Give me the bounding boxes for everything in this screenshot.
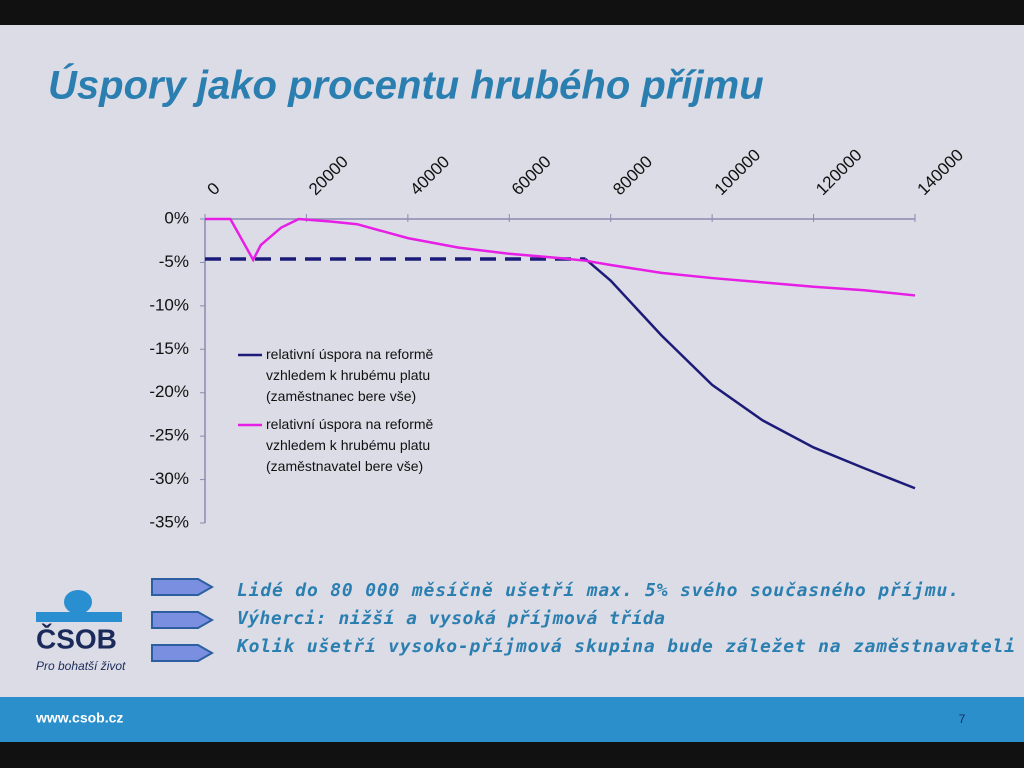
- page-number: 7: [959, 712, 966, 726]
- y-tick-label: -25%: [149, 426, 189, 445]
- slide-title: Úspory jako procentu hrubého příjmu: [48, 62, 764, 108]
- legend-entry: relativní úspora na reformě vzhledem k h…: [266, 416, 434, 474]
- legend-entry: relativní úspora na reformě vzhledem k h…: [266, 346, 434, 404]
- bullet-arrow: [151, 611, 215, 629]
- y-tick-label: -30%: [149, 469, 189, 488]
- y-tick-label: 0%: [164, 208, 189, 227]
- top-band: [0, 0, 1024, 25]
- y-tick-label: -35%: [149, 512, 189, 531]
- y-tick-label: -20%: [149, 382, 189, 401]
- logo-tagline: Pro bohatší život: [36, 659, 126, 673]
- bullet-text: Kolik ušetří vysoko-příjmová skupina bud…: [236, 636, 1015, 657]
- legend-label: relativní úspora na reformě vzhledem k h…: [266, 346, 434, 404]
- y-tick-label: -10%: [149, 295, 189, 314]
- series-line: [584, 258, 916, 490]
- logo-wave: [36, 612, 122, 622]
- logo-name: ČSOB: [36, 622, 117, 654]
- plot-area: [205, 219, 915, 523]
- y-tick-label: -5%: [159, 252, 189, 271]
- bottom-band: [0, 742, 1024, 768]
- bullet-arrow: [151, 644, 215, 662]
- y-tick-label: -15%: [149, 339, 189, 358]
- footer-url: www.csob.cz: [35, 710, 123, 726]
- series-line: [205, 217, 916, 297]
- bullets: Lidé do 80 000 měsíčně ušetří max. 5% sv…: [151, 578, 1015, 662]
- logo: ČSOB Pro bohatší život: [36, 590, 126, 673]
- bullet-arrow: [151, 578, 215, 596]
- bullet-text: Výherci: nižší a vysoká příjmová třída: [237, 608, 665, 629]
- footer-bar: [0, 697, 1024, 742]
- logo-figure: [64, 590, 92, 614]
- legend-label: relativní úspora na reformě vzhledem k h…: [266, 416, 434, 474]
- bullet-text: Lidé do 80 000 měsíčně ušetří max. 5% sv…: [237, 580, 959, 601]
